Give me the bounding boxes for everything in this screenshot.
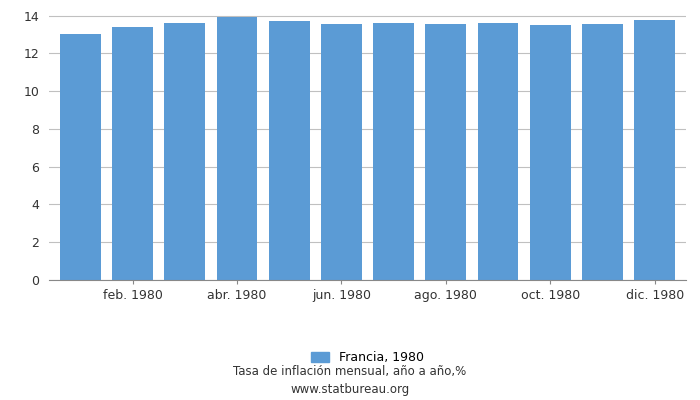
Bar [373, 23, 414, 280]
Text: www.statbureau.org: www.statbureau.org [290, 384, 410, 396]
Bar [164, 23, 205, 280]
Bar [216, 18, 258, 280]
Bar [112, 27, 153, 280]
Bar [530, 25, 570, 280]
Bar [269, 21, 309, 280]
Bar [321, 24, 362, 280]
Bar [634, 20, 675, 280]
Bar [426, 24, 466, 280]
Legend: Francia, 1980: Francia, 1980 [306, 346, 429, 369]
Bar [60, 34, 101, 280]
Bar [582, 24, 623, 280]
Bar [477, 23, 519, 280]
Text: Tasa de inflación mensual, año a año,%: Tasa de inflación mensual, año a año,% [233, 366, 467, 378]
